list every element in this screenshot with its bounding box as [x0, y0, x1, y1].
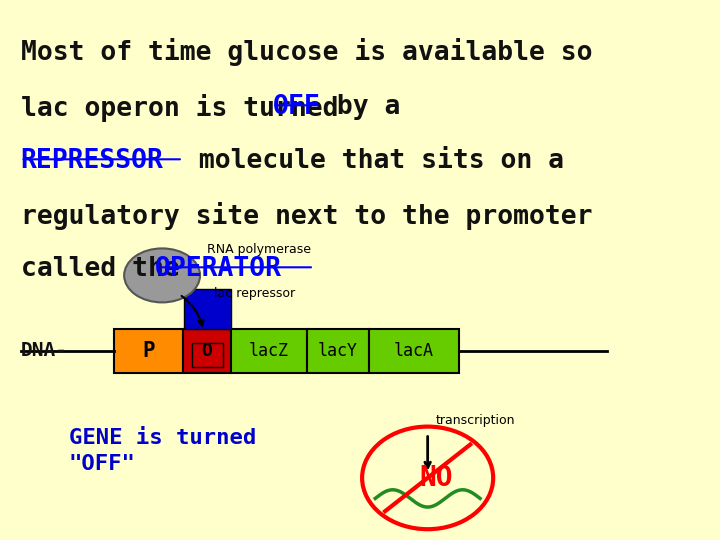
FancyBboxPatch shape [184, 289, 231, 329]
Ellipse shape [124, 248, 200, 302]
Text: DNA-: DNA- [21, 341, 68, 361]
Text: lac repressor: lac repressor [214, 287, 295, 300]
Text: lacZ: lacZ [249, 342, 289, 360]
Text: NO: NO [419, 464, 453, 492]
Text: OFF: OFF [272, 94, 320, 120]
FancyBboxPatch shape [183, 329, 231, 373]
Text: called the: called the [21, 256, 195, 282]
FancyBboxPatch shape [114, 329, 183, 373]
Text: P: P [142, 341, 155, 361]
Text: O: O [202, 342, 212, 360]
Text: RNA polymerase: RNA polymerase [207, 244, 311, 256]
Text: molecule that sits on a: molecule that sits on a [183, 148, 564, 174]
FancyBboxPatch shape [307, 329, 369, 373]
Text: REPRESSOR: REPRESSOR [21, 148, 163, 174]
FancyBboxPatch shape [192, 343, 223, 367]
Text: OPERATOR: OPERATOR [156, 256, 282, 282]
Text: transcription: transcription [436, 414, 516, 427]
Text: GENE is turned
"OFF": GENE is turned "OFF" [69, 428, 256, 474]
Text: Most of time glucose is available so: Most of time glucose is available so [21, 38, 592, 66]
Text: regulatory site next to the promoter: regulatory site next to the promoter [21, 202, 592, 231]
Text: by a: by a [320, 94, 400, 120]
FancyBboxPatch shape [231, 329, 307, 373]
Text: lac operon is turned: lac operon is turned [21, 94, 354, 123]
Text: lacA: lacA [394, 342, 434, 360]
Text: lacY: lacY [318, 342, 358, 360]
FancyBboxPatch shape [369, 329, 459, 373]
